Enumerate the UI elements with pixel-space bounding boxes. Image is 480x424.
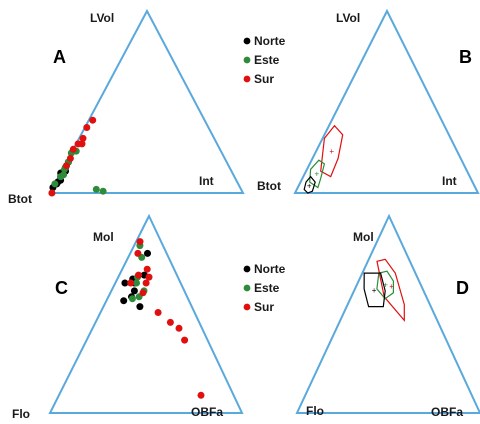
data-point-sur <box>181 336 189 344</box>
mean-marker-norte: + <box>372 286 377 295</box>
legend-marker-este <box>243 56 251 64</box>
data-point-sur <box>139 289 147 297</box>
legend-marker-este <box>243 284 251 292</box>
legend-label-sur: Sur <box>254 72 274 86</box>
mean-marker-sur: + <box>329 147 334 156</box>
data-point-sur <box>145 273 153 281</box>
data-point-sur <box>83 124 91 131</box>
data-point-sur <box>135 271 142 279</box>
data-point-norte <box>121 279 129 287</box>
legend: Norte Este Sur <box>243 262 286 314</box>
data-point-este <box>128 295 136 303</box>
ternary-triangle <box>48 8 245 194</box>
legend-marker-sur <box>243 75 251 83</box>
data-point-sur <box>197 391 205 399</box>
vertex-label-top: LVol <box>336 11 360 25</box>
legend-marker-norte <box>243 265 251 273</box>
data-point-sur <box>48 189 56 197</box>
panel-a: LVol Btot Int A Norte Este Sur <box>8 8 286 206</box>
mean-marker-sur: + <box>389 282 394 291</box>
legend-label-norte: Norte <box>254 34 286 48</box>
hexagon-este <box>309 159 326 189</box>
ternary-triangle <box>293 8 480 194</box>
hexagon-sur <box>320 124 344 178</box>
vertex-label-left: Flo <box>12 407 30 421</box>
panel-label: B <box>459 47 472 67</box>
data-point-norte <box>130 287 138 295</box>
legend-label-este: Este <box>254 53 280 67</box>
hexagon-norte <box>363 272 386 308</box>
data-point-sur <box>136 238 144 246</box>
data-point-sur <box>89 116 97 124</box>
vertex-label-top: Mol <box>93 230 114 244</box>
mean-marker-norte: + <box>307 182 312 191</box>
data-point-este <box>92 185 100 193</box>
ternary-triangle <box>295 213 480 414</box>
vertex-label-left: Flo <box>306 404 324 418</box>
legend-label-sur: Sur <box>254 300 274 314</box>
panel-label: C <box>55 278 68 298</box>
data-point-este <box>60 171 68 179</box>
legend-label-este: Este <box>254 281 280 295</box>
data-point-sur <box>127 279 135 287</box>
panel-label: A <box>53 47 66 67</box>
data-point-norte <box>136 303 144 311</box>
data-point-este <box>99 187 107 195</box>
data-point-sur <box>142 279 150 287</box>
legend-label-norte: Norte <box>254 262 286 276</box>
vertex-label-top: Mol <box>353 230 374 244</box>
data-point-sur <box>166 318 174 326</box>
data-point-sur <box>63 162 70 170</box>
mean-marker-este: + <box>383 280 388 289</box>
vertex-label-right: OBFa <box>191 405 223 419</box>
legend-marker-norte <box>243 37 251 45</box>
data-point-este <box>51 180 59 188</box>
ternary-triangle <box>48 213 244 414</box>
data-point-sur <box>143 265 151 273</box>
panel-label: D <box>456 278 469 298</box>
hexagon-este <box>376 270 394 300</box>
data-point-sur <box>175 324 183 332</box>
hexagon-norte <box>303 175 316 194</box>
vertex-label-left: Btot <box>8 192 32 206</box>
vertex-label-top: LVol <box>90 11 114 25</box>
vertex-label-left: Btot <box>257 179 281 193</box>
data-point-este <box>133 279 140 287</box>
legend-marker-sur <box>243 303 251 311</box>
mean-marker-este: + <box>315 170 320 179</box>
vertex-label-right: OBFa <box>431 405 463 419</box>
vertex-label-right: Int <box>442 174 457 188</box>
data-point-sur <box>79 134 87 142</box>
data-point-sur <box>154 309 162 316</box>
data-point-sur <box>69 145 77 153</box>
data-point-norte <box>144 249 151 257</box>
data-point-norte <box>120 297 128 305</box>
vertex-label-right: Int <box>199 174 214 188</box>
data-point-sur <box>134 249 142 257</box>
panel-c: Mol Flo OBFa C Norte Este Sur <box>12 213 286 421</box>
data-point-sur <box>78 140 86 148</box>
legend: Norte Este Sur <box>243 34 286 86</box>
data-point-sur <box>66 154 74 162</box>
